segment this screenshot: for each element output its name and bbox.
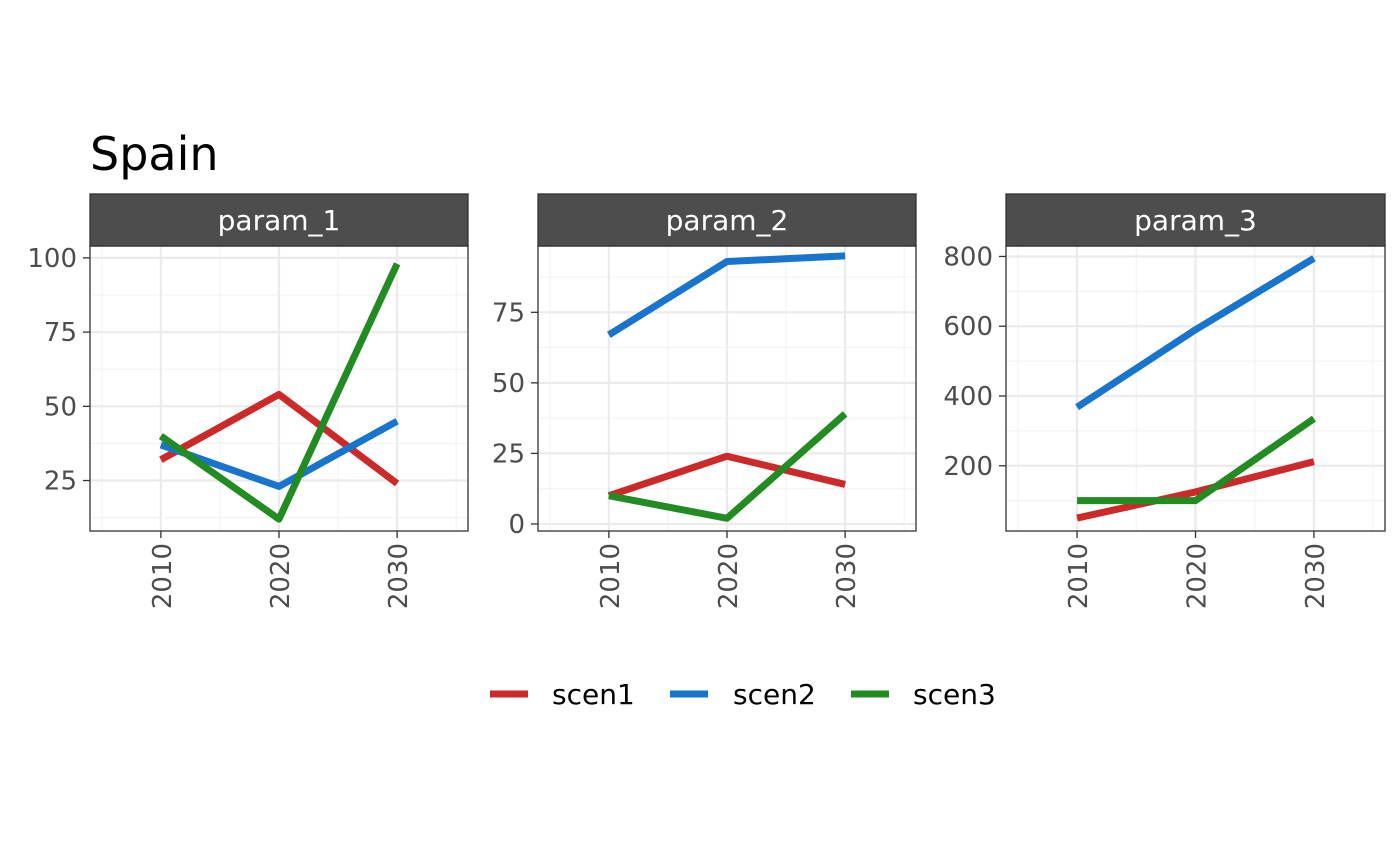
legend-label: scen3 bbox=[913, 678, 996, 711]
y-tick-label: 400 bbox=[943, 382, 993, 412]
strip-label: param_1 bbox=[218, 204, 341, 237]
x-tick-label: 2030 bbox=[832, 543, 862, 609]
y-tick-label: 25 bbox=[492, 439, 525, 469]
x-tick-label: 2030 bbox=[384, 543, 414, 609]
y-tick-label: 200 bbox=[943, 452, 993, 482]
series-line-scen1 bbox=[607, 452, 846, 500]
strip-background bbox=[1005, 193, 1386, 247]
y-tick-label: 25 bbox=[44, 467, 77, 497]
series-line-scen3 bbox=[1077, 415, 1316, 505]
legend-item-scen3: scen3 bbox=[851, 678, 996, 711]
facet-panels: param_1 25 50 75 100 2010 2020 2030 param_2 0 25 50… bbox=[27, 193, 1386, 609]
panel-param_1: param_1 25 50 75 100 2010 2020 2030 bbox=[27, 193, 469, 609]
y-tick-label: 600 bbox=[943, 312, 993, 342]
strip-background bbox=[537, 193, 917, 247]
series-line-scen1 bbox=[159, 390, 400, 487]
x-tick-label: 2020 bbox=[714, 543, 744, 609]
x-tick-label: 2020 bbox=[266, 543, 296, 609]
x-tick-label: 2010 bbox=[1064, 543, 1094, 609]
strip-label: param_3 bbox=[1134, 204, 1257, 237]
x-tick-label: 2010 bbox=[148, 543, 178, 609]
series-line-scen3 bbox=[158, 262, 401, 523]
legend-item-scen2: scen2 bbox=[670, 678, 816, 711]
x-tick-label: 2030 bbox=[1301, 543, 1331, 609]
y-tick-label: 75 bbox=[44, 318, 77, 348]
y-tick-label: 75 bbox=[492, 298, 525, 328]
strip-label: param_2 bbox=[666, 204, 789, 237]
panel-param_3: param_3 200 400 600 800 2010 2020 2030 bbox=[943, 193, 1386, 609]
y-tick-label: 800 bbox=[943, 242, 993, 272]
legend-item-scen1: scen1 bbox=[490, 678, 635, 711]
series-line-scen2 bbox=[159, 418, 399, 490]
strip-background bbox=[89, 193, 469, 247]
x-tick-label: 2020 bbox=[1183, 543, 1213, 609]
series-line-scen2 bbox=[607, 252, 846, 338]
y-tick-label: 50 bbox=[44, 392, 77, 422]
y-tick-label: 100 bbox=[27, 244, 77, 274]
y-tick-label: 50 bbox=[492, 369, 525, 399]
series-line-scen1 bbox=[1076, 458, 1315, 522]
legend: scen1 scen2 scen3 bbox=[490, 678, 996, 711]
legend-label: scen1 bbox=[552, 678, 635, 711]
series-line-scen2 bbox=[1075, 255, 1316, 411]
chart-title: Spain bbox=[90, 127, 219, 181]
legend-label: scen2 bbox=[733, 678, 816, 711]
x-tick-label: 2010 bbox=[596, 543, 626, 609]
series-line-scen3 bbox=[608, 411, 848, 522]
y-tick-label: 0 bbox=[508, 510, 525, 540]
panel-param_2: param_2 0 25 50 75 2010 2020 2030 bbox=[492, 193, 917, 609]
